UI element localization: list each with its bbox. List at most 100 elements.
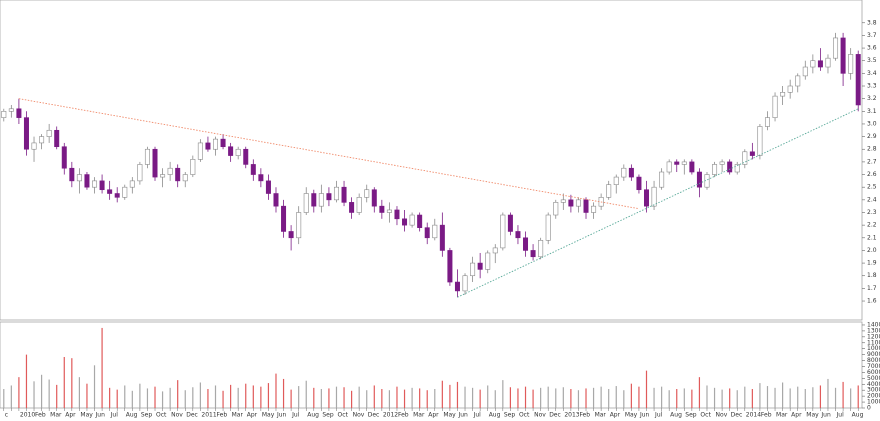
candle-body [689,161,695,173]
volume-bar [192,387,194,408]
x-tick-label: Jul [836,412,845,419]
candle-body [137,164,143,182]
candle-body [386,209,392,213]
candle-body [681,161,687,165]
volume-bar [555,388,557,408]
x-tick-label: Apr [610,412,621,419]
volume-bar [456,381,459,408]
volume-bar [540,387,542,408]
volume-bar [645,370,648,408]
y-tick-label: 2.6 [867,171,877,178]
volume-bar [396,386,398,408]
candle-body [454,281,460,292]
volume-bar [403,389,406,408]
x-tick-label: Jun [820,412,831,419]
candle-body [160,174,166,178]
x-tick-label: Feb [398,412,409,419]
candle-body [545,214,551,241]
volume-bar [290,389,292,408]
volume-bar [577,390,580,408]
x-tick-label: Nov [716,412,728,419]
x-tick-label: Aug [489,412,501,419]
candle-body [167,167,173,175]
volume-bar [282,378,285,408]
volume-bar [207,389,209,408]
volume-bar [313,387,315,408]
candle-body [235,148,241,156]
candle-body [31,142,37,150]
volume-bar [146,388,149,408]
volume-bar [131,390,133,408]
y-tick-label: 3.4 [867,70,877,77]
candle-body [810,60,816,68]
candle-body [651,186,657,207]
candle-body [742,151,748,165]
x-tick-label: Dec [368,412,380,419]
volume-bar [260,386,262,408]
candle-body [553,202,559,216]
volume-bar [48,379,50,408]
volume-bar [532,389,534,408]
candle-body [613,176,619,185]
x-tick-label: Jul [473,412,482,419]
volume-bar [343,387,345,408]
x-tick-label: Jul [654,412,663,419]
y-tick-label: 14000 [867,321,880,328]
x-tick-label: May [80,412,93,419]
volume-bar [56,384,58,408]
candle-body [719,161,725,165]
y-tick-label: 2.5 [867,184,877,191]
candle-body [659,171,665,188]
candle-body [182,174,188,182]
y-tick-label: 3.0 [867,120,877,127]
volume-bar [857,385,859,408]
volume-bar [721,389,723,408]
y-tick-label: 3.5 [867,57,877,64]
candle-body [92,180,98,188]
volume-bar [3,389,5,408]
x-tick-label: Mar [50,412,62,419]
y-tick-label: 2000 [867,393,880,400]
candle-body [311,193,317,207]
candle-body [712,164,718,175]
x-tick-label: Apr [247,412,258,419]
y-tick-label: 7000 [867,363,880,370]
volume-bar [774,387,776,408]
volume-bar [298,386,300,408]
x-tick-label: Oct [700,412,711,419]
candle-body [417,214,423,228]
volume-bar [842,381,844,408]
volume-bar [199,382,201,408]
y-tick-label: 3.8 [867,19,877,26]
x-tick-label: Oct [337,412,348,419]
x-tick-label: May [806,412,819,419]
volume-bar [449,384,451,408]
x-tick-label: Mar [595,412,607,419]
candle-body [560,199,566,203]
candle-body [432,224,438,239]
volume-bar [827,378,829,408]
candle-body [23,117,29,150]
volume-bar [789,388,791,408]
x-tick-label: Dec [549,412,561,419]
y-tick-label: 10000 [867,345,880,352]
volume-bar [759,383,761,408]
volume-bar [109,387,111,408]
candle-body [333,186,339,201]
candle-body [568,199,574,207]
volume-bar [600,386,602,408]
volume-bar [585,388,587,408]
volume-bar [608,389,610,408]
volume-bar [71,358,73,408]
candle-body [500,214,506,249]
candle-body [228,146,234,156]
volume-bar [547,386,549,408]
volume-bar [78,377,80,408]
x-tick-label: Aug [670,412,682,419]
volume-bar [517,388,519,408]
volume-bar [850,388,852,408]
volume-bar [751,389,753,408]
volume-bar [487,385,489,408]
candle-body [734,164,740,173]
volume-bar [691,389,693,408]
